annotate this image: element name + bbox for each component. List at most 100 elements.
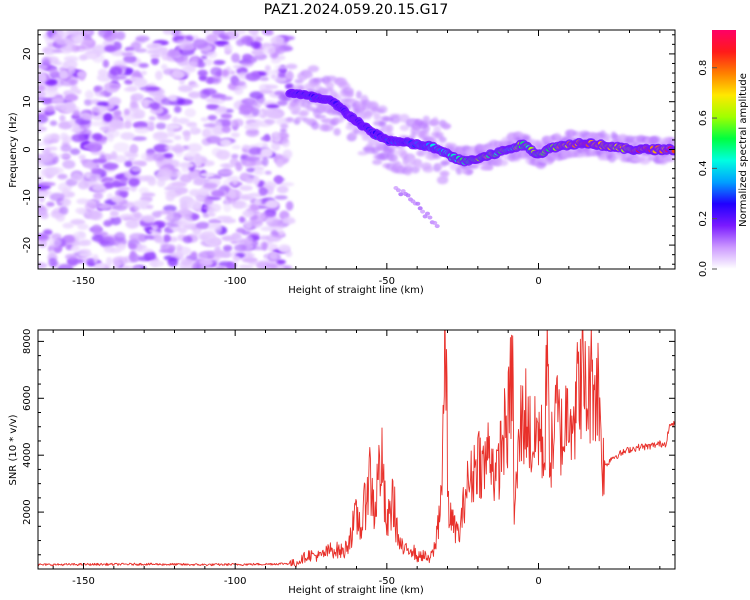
noise-blob bbox=[242, 209, 255, 218]
noise-blob bbox=[70, 245, 81, 252]
noise-blob bbox=[78, 154, 86, 160]
noise-blob bbox=[198, 74, 208, 82]
noise-blob bbox=[91, 184, 106, 192]
noise-blob bbox=[97, 30, 113, 38]
noise-blob bbox=[113, 109, 122, 117]
noise-blob bbox=[246, 167, 255, 173]
noise-blob bbox=[133, 199, 150, 207]
noise-blob bbox=[243, 219, 253, 230]
noise-blob bbox=[156, 160, 164, 168]
signal-halo bbox=[299, 109, 309, 117]
noise-blob bbox=[259, 83, 271, 93]
noise-blob bbox=[38, 72, 47, 83]
noise-blob bbox=[133, 109, 146, 119]
noise-blob bbox=[184, 108, 196, 118]
noise-blob bbox=[245, 235, 254, 245]
noise-blob bbox=[266, 234, 282, 243]
noise-blob bbox=[211, 189, 225, 198]
noise-blob bbox=[138, 63, 149, 68]
spectrogram-x-tick-label: 0 bbox=[535, 276, 541, 287]
noise-blob bbox=[217, 169, 234, 176]
signal-branch bbox=[417, 206, 423, 211]
noise-blob bbox=[252, 175, 260, 186]
noise-blob bbox=[55, 213, 66, 222]
noise-blob bbox=[146, 152, 157, 159]
noise-blob bbox=[235, 161, 243, 172]
spectrogram-noise-field bbox=[38, 30, 296, 269]
noise-blob bbox=[199, 172, 215, 178]
snr-y-ticks: 2000 4000 6000 8000 bbox=[22, 329, 675, 570]
noise-blob bbox=[200, 55, 208, 60]
noise-blob bbox=[202, 88, 217, 96]
noise-blob bbox=[232, 255, 241, 262]
noise-blob bbox=[120, 176, 128, 185]
noise-blob bbox=[265, 104, 280, 109]
noise-blob bbox=[178, 162, 195, 169]
noise-blob bbox=[249, 91, 264, 100]
noise-blob bbox=[157, 210, 172, 215]
noise-blob bbox=[152, 131, 169, 142]
noise-blob bbox=[162, 30, 174, 35]
noise-blob bbox=[206, 135, 222, 144]
noise-blob bbox=[245, 177, 254, 184]
noise-blob bbox=[179, 42, 196, 51]
noise-blob bbox=[92, 133, 103, 141]
noise-blob bbox=[38, 122, 43, 129]
signal-halo bbox=[434, 131, 444, 138]
signal-halo bbox=[389, 115, 401, 124]
noise-blob bbox=[71, 172, 82, 183]
signal-branch bbox=[395, 188, 401, 193]
spectrogram-y-tick-label: 20 bbox=[22, 48, 33, 61]
noise-blob bbox=[110, 50, 126, 57]
noise-blob bbox=[42, 229, 53, 236]
noise-blob bbox=[131, 166, 142, 172]
noise-blob bbox=[86, 172, 102, 182]
signal-halo bbox=[422, 115, 430, 124]
signal-branch bbox=[415, 201, 421, 206]
noise-blob bbox=[276, 259, 286, 265]
noise-blob bbox=[148, 260, 165, 268]
noise-blob bbox=[281, 139, 290, 148]
signal-branch bbox=[398, 192, 404, 197]
noise-blob bbox=[57, 263, 74, 269]
noise-blob bbox=[104, 45, 117, 53]
colorbar-tick-label: 0.0 bbox=[698, 261, 709, 277]
noise-blob bbox=[49, 192, 65, 202]
noise-blob bbox=[206, 51, 218, 59]
signal-halo bbox=[441, 160, 451, 166]
noise-blob bbox=[84, 202, 96, 212]
noise-blob bbox=[138, 187, 149, 194]
noise-blob bbox=[207, 114, 217, 121]
noise-blob bbox=[231, 200, 247, 209]
noise-blob bbox=[205, 33, 219, 44]
noise-blob bbox=[80, 40, 95, 50]
noise-blob bbox=[220, 113, 233, 119]
noise-blob bbox=[163, 234, 171, 243]
noise-blob bbox=[77, 223, 89, 230]
colorbar-tick-label: 0.4 bbox=[698, 160, 709, 176]
spectrogram-x-tick-label: -100 bbox=[224, 276, 247, 287]
noise-blob bbox=[123, 55, 137, 64]
noise-blob bbox=[260, 226, 275, 232]
noise-blob bbox=[148, 121, 155, 132]
noise-blob bbox=[161, 64, 168, 70]
noise-blob bbox=[103, 182, 114, 189]
noise-blob bbox=[208, 223, 222, 228]
noise-blob bbox=[192, 262, 200, 269]
noise-blob bbox=[57, 154, 71, 159]
signal-halo bbox=[285, 63, 298, 70]
noise-blob bbox=[94, 85, 104, 92]
noise-blob bbox=[172, 70, 185, 80]
noise-blob bbox=[206, 103, 220, 110]
noise-blob bbox=[143, 251, 156, 261]
noise-blob bbox=[112, 256, 129, 266]
signal-halo bbox=[649, 135, 662, 145]
noise-blob bbox=[98, 236, 115, 242]
noise-blob bbox=[234, 80, 246, 87]
noise-blob bbox=[242, 53, 253, 61]
signal-halo bbox=[325, 81, 334, 90]
snr-y-tick-label: 2000 bbox=[22, 499, 33, 524]
snr-y-tick-label: 6000 bbox=[22, 386, 33, 411]
noise-blob bbox=[261, 241, 268, 251]
signal-halo bbox=[433, 125, 442, 134]
